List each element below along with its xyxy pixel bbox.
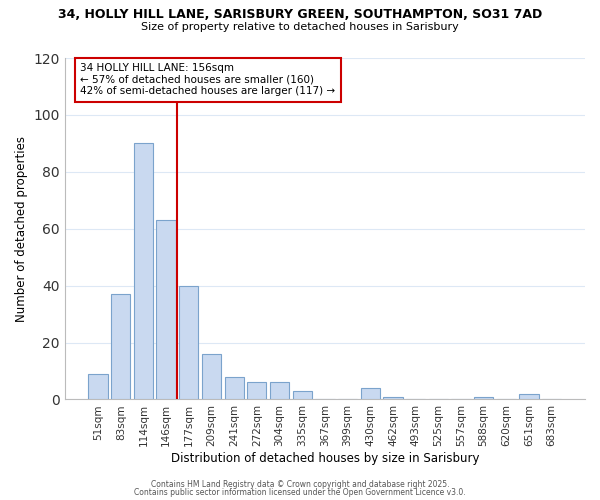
Text: Contains public sector information licensed under the Open Government Licence v3: Contains public sector information licen… (134, 488, 466, 497)
Bar (179, 286, 199, 400)
Bar (157, 220, 176, 400)
Bar (111, 294, 130, 400)
Bar (134, 144, 153, 400)
X-axis label: Distribution of detached houses by size in Sarisbury: Distribution of detached houses by size … (170, 452, 479, 465)
Bar (202, 354, 221, 400)
Bar (247, 382, 266, 400)
Bar (293, 391, 312, 400)
Y-axis label: Number of detached properties: Number of detached properties (15, 136, 28, 322)
Text: Size of property relative to detached houses in Sarisbury: Size of property relative to detached ho… (141, 22, 459, 32)
Bar (474, 396, 493, 400)
Text: 34, HOLLY HILL LANE, SARISBURY GREEN, SOUTHAMPTON, SO31 7AD: 34, HOLLY HILL LANE, SARISBURY GREEN, SO… (58, 8, 542, 20)
Bar (224, 376, 244, 400)
Bar (270, 382, 289, 400)
Text: 34 HOLLY HILL LANE: 156sqm
← 57% of detached houses are smaller (160)
42% of sem: 34 HOLLY HILL LANE: 156sqm ← 57% of deta… (80, 63, 335, 96)
Text: Contains HM Land Registry data © Crown copyright and database right 2025.: Contains HM Land Registry data © Crown c… (151, 480, 449, 489)
Bar (520, 394, 539, 400)
Bar (361, 388, 380, 400)
Bar (88, 374, 108, 400)
Bar (383, 396, 403, 400)
